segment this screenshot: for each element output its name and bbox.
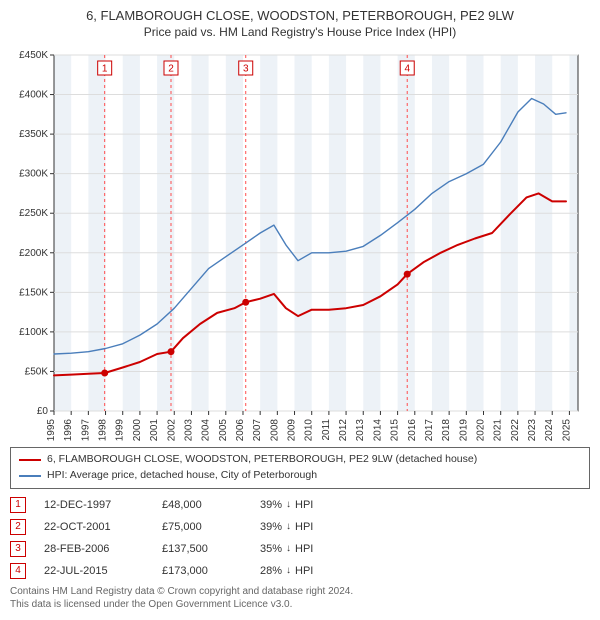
svg-text:2022: 2022 xyxy=(510,419,521,441)
svg-text:1: 1 xyxy=(102,64,108,75)
arrow-down-icon: ↓ xyxy=(286,565,291,576)
svg-text:2000: 2000 xyxy=(132,419,143,441)
svg-text:2025: 2025 xyxy=(561,419,572,441)
svg-text:2020: 2020 xyxy=(476,419,487,441)
sale-marker-box: 1 xyxy=(10,497,26,513)
svg-text:2005: 2005 xyxy=(218,419,229,441)
sale-date: 22-JUL-2015 xyxy=(44,565,144,577)
sale-diff-label: HPI xyxy=(295,499,313,511)
svg-text:£350K: £350K xyxy=(19,129,48,140)
svg-text:2007: 2007 xyxy=(252,419,263,441)
sale-diff-label: HPI xyxy=(295,543,313,555)
legend-swatch xyxy=(19,475,41,477)
sale-marker-box: 3 xyxy=(10,541,26,557)
svg-text:2015: 2015 xyxy=(390,419,401,441)
sale-date: 28-FEB-2006 xyxy=(44,543,144,555)
sale-date: 22-OCT-2001 xyxy=(44,521,144,533)
svg-text:2014: 2014 xyxy=(372,419,383,441)
sale-diff-pct: 39% xyxy=(260,521,282,533)
svg-text:£300K: £300K xyxy=(19,169,48,180)
svg-text:£50K: £50K xyxy=(25,366,49,377)
svg-text:1999: 1999 xyxy=(115,419,126,441)
sale-diff: 39% ↓ HPI xyxy=(260,499,350,511)
arrow-down-icon: ↓ xyxy=(286,543,291,554)
svg-text:2002: 2002 xyxy=(166,419,177,441)
arrow-down-icon: ↓ xyxy=(286,521,291,532)
chart-container: 6, FLAMBOROUGH CLOSE, WOODSTON, PETERBOR… xyxy=(0,0,600,619)
svg-text:2021: 2021 xyxy=(493,419,504,441)
sale-row: 4 22-JUL-2015 £173,000 28% ↓ HPI xyxy=(10,563,590,579)
chart-plot: £0 £50K £100K £150K £200K £250K £300K £350K £400… xyxy=(10,45,590,441)
legend-label: HPI: Average price, detached house, City… xyxy=(47,468,317,484)
svg-text:1997: 1997 xyxy=(80,419,91,441)
sale-date: 12-DEC-1997 xyxy=(44,499,144,511)
sales-table: 1 12-DEC-1997 £48,000 39% ↓ HPI 2 22-OCT-2001 £7… xyxy=(10,497,590,579)
svg-text:3: 3 xyxy=(243,64,249,75)
svg-text:2012: 2012 xyxy=(338,419,349,441)
sale-price: £173,000 xyxy=(162,565,242,577)
sale-diff: 39% ↓ HPI xyxy=(260,521,350,533)
svg-text:4: 4 xyxy=(404,64,410,75)
sale-row: 1 12-DEC-1997 £48,000 39% ↓ HPI xyxy=(10,497,590,513)
svg-text:2009: 2009 xyxy=(287,419,298,441)
svg-text:2016: 2016 xyxy=(407,419,418,441)
sale-row: 3 28-FEB-2006 £137,500 35% ↓ HPI xyxy=(10,541,590,557)
svg-text:2011: 2011 xyxy=(321,419,332,441)
sale-diff: 35% ↓ HPI xyxy=(260,543,350,555)
svg-text:2006: 2006 xyxy=(235,419,246,441)
chart-title-line2: Price paid vs. HM Land Registry's House … xyxy=(10,25,590,39)
sale-diff-pct: 39% xyxy=(260,499,282,511)
svg-text:£450K: £450K xyxy=(19,50,48,61)
legend: 6, FLAMBOROUGH CLOSE, WOODSTON, PETERBOR… xyxy=(10,447,590,489)
footer-line1: Contains HM Land Registry data © Crown c… xyxy=(10,585,590,598)
svg-text:£400K: £400K xyxy=(19,90,48,101)
legend-row: HPI: Average price, detached house, City… xyxy=(19,468,581,484)
svg-text:£200K: £200K xyxy=(19,248,48,259)
footer-line2: This data is licensed under the Open Gov… xyxy=(10,598,590,611)
svg-text:2023: 2023 xyxy=(527,419,538,441)
svg-text:2017: 2017 xyxy=(424,419,435,441)
sale-marker-box: 4 xyxy=(10,563,26,579)
legend-row: 6, FLAMBOROUGH CLOSE, WOODSTON, PETERBOR… xyxy=(19,452,581,468)
svg-text:2019: 2019 xyxy=(458,419,469,441)
svg-text:£150K: £150K xyxy=(19,287,48,298)
svg-text:2008: 2008 xyxy=(269,419,280,441)
sale-price: £48,000 xyxy=(162,499,242,511)
sale-price: £137,500 xyxy=(162,543,242,555)
svg-text:1995: 1995 xyxy=(46,419,57,441)
svg-text:1996: 1996 xyxy=(63,419,74,441)
svg-text:£250K: £250K xyxy=(19,208,48,219)
sale-diff-label: HPI xyxy=(295,521,313,533)
svg-text:2024: 2024 xyxy=(544,419,555,441)
footer-attribution: Contains HM Land Registry data © Crown c… xyxy=(10,585,590,611)
svg-text:2: 2 xyxy=(168,64,174,75)
sale-diff: 28% ↓ HPI xyxy=(260,565,350,577)
svg-text:2001: 2001 xyxy=(149,419,160,441)
svg-text:2010: 2010 xyxy=(304,419,315,441)
svg-text:£100K: £100K xyxy=(19,327,48,338)
arrow-down-icon: ↓ xyxy=(286,499,291,510)
svg-text:2004: 2004 xyxy=(201,419,212,441)
sale-diff-label: HPI xyxy=(295,565,313,577)
svg-text:2003: 2003 xyxy=(183,419,194,441)
svg-text:2018: 2018 xyxy=(441,419,452,441)
sale-marker-box: 2 xyxy=(10,519,26,535)
sale-price: £75,000 xyxy=(162,521,242,533)
svg-text:1998: 1998 xyxy=(98,419,109,441)
svg-text:2013: 2013 xyxy=(355,419,366,441)
legend-swatch xyxy=(19,459,41,461)
legend-label: 6, FLAMBOROUGH CLOSE, WOODSTON, PETERBOR… xyxy=(47,452,477,468)
sale-row: 2 22-OCT-2001 £75,000 39% ↓ HPI xyxy=(10,519,590,535)
sale-diff-pct: 28% xyxy=(260,565,282,577)
chart-title-line1: 6, FLAMBOROUGH CLOSE, WOODSTON, PETERBOR… xyxy=(10,8,590,23)
svg-text:£0: £0 xyxy=(37,406,49,417)
sale-diff-pct: 35% xyxy=(260,543,282,555)
